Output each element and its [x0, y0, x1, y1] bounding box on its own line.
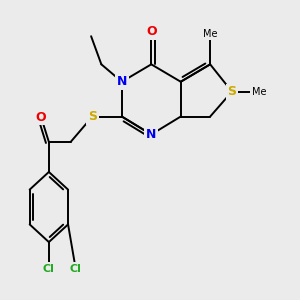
- Text: Me: Me: [203, 28, 218, 39]
- Text: N: N: [117, 75, 127, 88]
- Text: Me: Me: [252, 87, 266, 97]
- Text: O: O: [146, 25, 157, 38]
- Text: Cl: Cl: [70, 264, 82, 274]
- Text: S: S: [88, 110, 97, 123]
- Text: N: N: [146, 128, 157, 141]
- Text: O: O: [36, 111, 46, 124]
- Text: S: S: [227, 85, 236, 98]
- Text: Cl: Cl: [43, 264, 55, 274]
